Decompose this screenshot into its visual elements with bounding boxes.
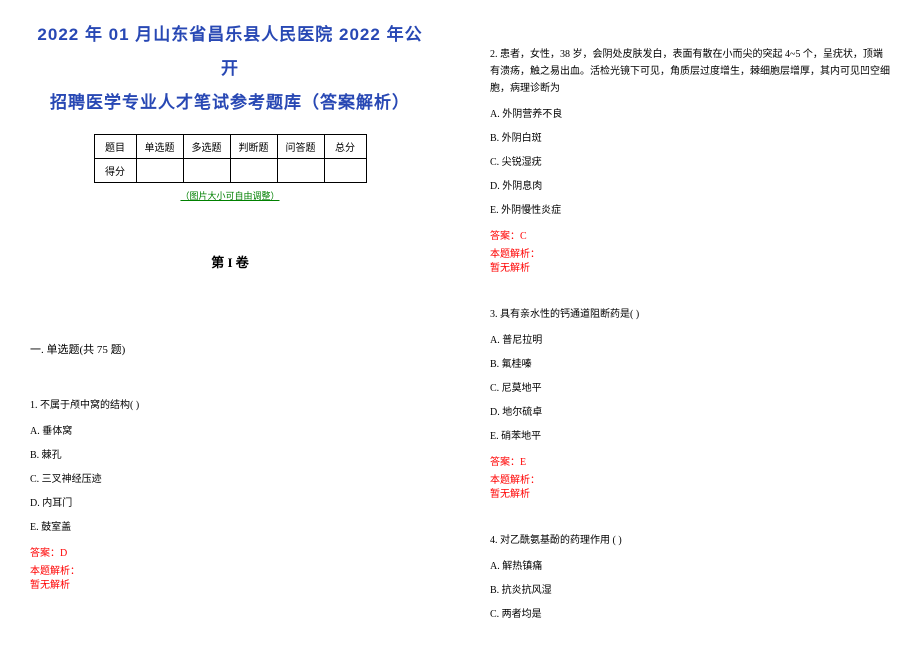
q3-analysis-body: 暂无解析 (490, 488, 890, 502)
td-empty (136, 159, 183, 183)
q1-answer: 答案：D (30, 544, 430, 559)
q1-analysis-body: 暂无解析 (30, 579, 430, 593)
doc-title-line1: 2022 年 01 月山东省昌乐县人民医院 2022 年公开 (30, 18, 430, 86)
q1-opt-a: A. 垂体窝 (30, 424, 430, 440)
left-column: 2022 年 01 月山东省昌乐县人民医院 2022 年公开 招聘医学专业人才笔… (0, 0, 460, 651)
q4-stem: 4. 对乙酰氨基酚的药理作用 ( ) (490, 532, 890, 549)
td-score-label: 得分 (94, 159, 136, 183)
q3-opt-a: A. 普尼拉明 (490, 333, 890, 349)
q2-opt-b: B. 外阴白斑 (490, 131, 890, 147)
td-empty (324, 159, 366, 183)
table-row: 得分 (94, 159, 366, 183)
right-column: 2. 患者，女性，38 岁，会阴处皮肤发白，表面有散在小而尖的突起 4~5 个，… (460, 0, 920, 651)
q4-opt-a: A. 解热镇痛 (490, 559, 890, 575)
q3-opt-d: D. 地尔硫卓 (490, 405, 890, 421)
q4-opt-b: B. 抗炎抗风湿 (490, 583, 890, 599)
q2-opt-d: D. 外阴息肉 (490, 179, 890, 195)
td-empty (183, 159, 230, 183)
question-3: 3. 具有亲水性的钙通道阻断药是( ) A. 普尼拉明 B. 氟桂嗪 C. 尼莫… (490, 306, 890, 502)
q1-stem: 1. 不属于颅中窝的结构( ) (30, 397, 430, 414)
th-judge: 判断题 (230, 135, 277, 159)
q2-opt-e: E. 外阴慢性炎症 (490, 203, 890, 219)
th-single: 单选题 (136, 135, 183, 159)
q4-opt-c: C. 两者均是 (490, 607, 890, 623)
th-multi: 多选题 (183, 135, 230, 159)
th-qa: 问答题 (277, 135, 324, 159)
question-1: 1. 不属于颅中窝的结构( ) A. 垂体窝 B. 棘孔 C. 三叉神经压迹 D… (30, 397, 430, 593)
section-single-choice: 一. 单选题(共 75 题) (30, 341, 430, 357)
question-2: 2. 患者，女性，38 岁，会阴处皮肤发白，表面有散在小而尖的突起 4~5 个，… (490, 46, 890, 276)
resize-note-link[interactable]: （图片大小可自由调整） (30, 189, 430, 202)
q1-opt-e: E. 鼓室盖 (30, 520, 430, 536)
doc-title-line2: 招聘医学专业人才笔试参考题库（答案解析） (30, 86, 430, 120)
q2-analysis-label: 本题解析： (490, 248, 890, 262)
q2-opt-a: A. 外阴营养不良 (490, 107, 890, 123)
q2-opt-c: C. 尖锐湿疣 (490, 155, 890, 171)
table-row: 题目 单选题 多选题 判断题 问答题 总分 (94, 135, 366, 159)
question-4: 4. 对乙酰氨基酚的药理作用 ( ) A. 解热镇痛 B. 抗炎抗风湿 C. 两… (490, 532, 890, 623)
q3-opt-e: E. 硝苯地平 (490, 429, 890, 445)
q1-analysis-label: 本题解析： (30, 565, 430, 579)
q3-answer: 答案：E (490, 453, 890, 468)
q1-opt-b: B. 棘孔 (30, 448, 430, 464)
q3-opt-c: C. 尼莫地平 (490, 381, 890, 397)
td-empty (277, 159, 324, 183)
score-table: 题目 单选题 多选题 判断题 问答题 总分 得分 (94, 134, 367, 183)
th-total: 总分 (324, 135, 366, 159)
q1-opt-c: C. 三叉神经压迹 (30, 472, 430, 488)
q2-analysis-body: 暂无解析 (490, 262, 890, 276)
td-empty (230, 159, 277, 183)
q3-analysis-label: 本题解析： (490, 474, 890, 488)
volume-heading: 第 I 卷 (30, 252, 430, 271)
q1-opt-d: D. 内耳门 (30, 496, 430, 512)
q3-stem: 3. 具有亲水性的钙通道阻断药是( ) (490, 306, 890, 323)
th-item: 题目 (94, 135, 136, 159)
q2-answer: 答案：C (490, 227, 890, 242)
q2-stem: 2. 患者，女性，38 岁，会阴处皮肤发白，表面有散在小而尖的突起 4~5 个，… (490, 46, 890, 97)
q3-opt-b: B. 氟桂嗪 (490, 357, 890, 373)
